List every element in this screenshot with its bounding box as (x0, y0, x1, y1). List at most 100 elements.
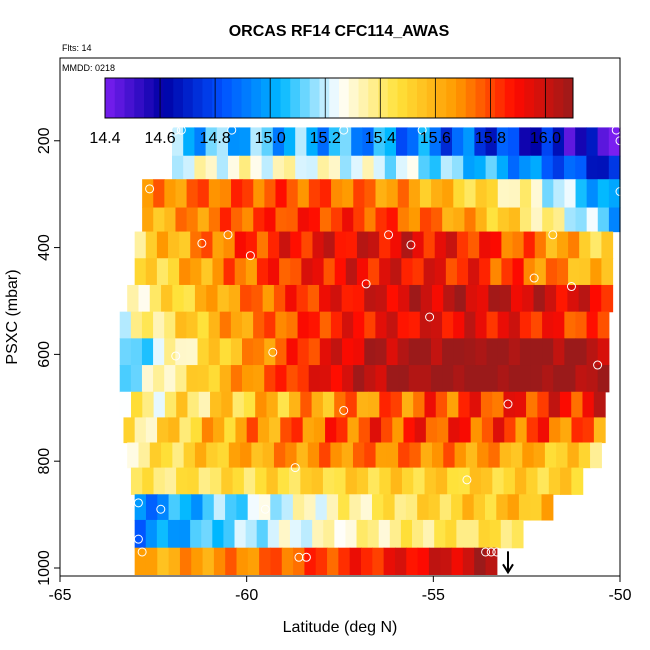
heatmap-cell (530, 494, 543, 521)
heatmap-cell (145, 258, 158, 286)
heatmap-cell (512, 231, 525, 259)
heatmap-cell (330, 442, 343, 469)
heatmap-cell (285, 284, 298, 313)
heatmap-cell (586, 127, 599, 157)
heatmap-cell (526, 467, 539, 495)
heatmap-cell (221, 391, 234, 418)
heatmap-cell (319, 207, 332, 233)
heatmap-cell (145, 519, 158, 549)
heatmap-cell (479, 231, 491, 259)
sample-point (133, 498, 143, 508)
heatmap-cell (464, 311, 477, 339)
heatmap-cell (464, 365, 477, 393)
heatmap-cell (413, 391, 426, 418)
heatmap-cell (541, 127, 554, 157)
heatmap-cell (275, 179, 288, 209)
heatmap-cell (364, 207, 377, 233)
heatmap-cell (256, 519, 269, 549)
heatmap-cell (245, 258, 258, 286)
heatmap-cell (434, 231, 447, 259)
heatmap-cell (548, 467, 561, 495)
heatmap-cell (242, 207, 254, 233)
heatmap-cell (266, 391, 279, 418)
colorbar-swatch (495, 78, 506, 118)
heatmap-cell (326, 494, 339, 521)
heatmap-cell (440, 547, 453, 575)
heatmap-cell (530, 127, 543, 157)
heatmap-cell (369, 417, 382, 444)
heatmap-cell (503, 391, 516, 418)
heatmap-cell (537, 467, 550, 495)
heatmap-cell (597, 127, 610, 157)
heatmap-cell (134, 417, 147, 444)
heatmap-cell (490, 231, 502, 259)
colorbar-tick-label: 14.6 (144, 130, 175, 147)
heatmap-cell (390, 467, 403, 495)
heatmap-cell (179, 231, 191, 259)
heatmap-cell (608, 179, 621, 209)
heatmap-cell (445, 258, 458, 286)
heatmap-cell (497, 365, 510, 393)
heatmap-cell (479, 258, 491, 286)
heatmap-cell (234, 519, 247, 549)
heatmap-cell (419, 365, 432, 393)
colorbar-swatch (465, 78, 476, 118)
colorbar-swatch (183, 78, 194, 118)
colorbar-swatch (105, 78, 116, 118)
sample-point (566, 282, 576, 292)
heatmap-cell (409, 442, 422, 469)
colorbar-swatch (114, 78, 125, 118)
heatmap-cell (364, 338, 376, 366)
heatmap-cell (251, 284, 264, 313)
heatmap-cell (383, 547, 396, 575)
heatmap-cell (530, 155, 543, 180)
heatmap-cell (519, 207, 532, 233)
heatmap-cell (372, 547, 385, 575)
heatmap-cell (164, 179, 177, 209)
heatmap-cell (448, 417, 461, 444)
heatmap-cell (187, 467, 200, 495)
heatmap-cell (311, 467, 324, 495)
heatmap-cell (312, 519, 324, 549)
colorbar-tick-label: 15.8 (475, 130, 506, 147)
sample-point (481, 547, 491, 557)
heatmap-cell (167, 519, 180, 549)
heatmap-cell (172, 127, 184, 157)
heatmap-cell (253, 338, 265, 366)
heatmap-cell (407, 127, 419, 157)
heatmap-cell (437, 417, 449, 444)
heatmap-cell (413, 467, 426, 495)
heatmap-cell (530, 338, 543, 366)
heatmap-cell (164, 365, 176, 393)
heatmap-cell (571, 467, 584, 495)
heatmap-cell (234, 231, 247, 259)
heatmap-cell (534, 258, 547, 286)
heatmap-cell (130, 338, 143, 366)
heatmap-cell (575, 365, 588, 393)
heatmap-cell (522, 284, 535, 313)
heatmap-cell (373, 155, 386, 180)
heatmap-cell (342, 311, 354, 339)
heatmap-cell (496, 127, 509, 157)
heatmap-cell (322, 467, 335, 495)
heatmap-cell (545, 258, 558, 286)
heatmap-cell (485, 155, 498, 180)
heatmap-cell (197, 207, 210, 233)
heatmap-cell (134, 494, 147, 521)
heatmap-cell (542, 311, 554, 339)
heatmap-cell (456, 231, 469, 259)
sample-point (171, 125, 181, 135)
heatmap-cell (454, 442, 467, 469)
heatmap-cell (266, 467, 279, 495)
y-tick-label: 800 (36, 448, 53, 475)
heatmap-cell (191, 547, 204, 575)
heatmap-cell (515, 417, 528, 444)
heatmap-cell (312, 258, 325, 286)
colorbar-swatch (378, 78, 389, 118)
heatmap-cell (131, 391, 143, 418)
heatmap-cell (164, 391, 177, 418)
heatmap-cell (420, 284, 433, 313)
heatmap-cell (589, 284, 602, 313)
heatmap-cell (242, 179, 254, 209)
heatmap-cell (262, 442, 275, 469)
